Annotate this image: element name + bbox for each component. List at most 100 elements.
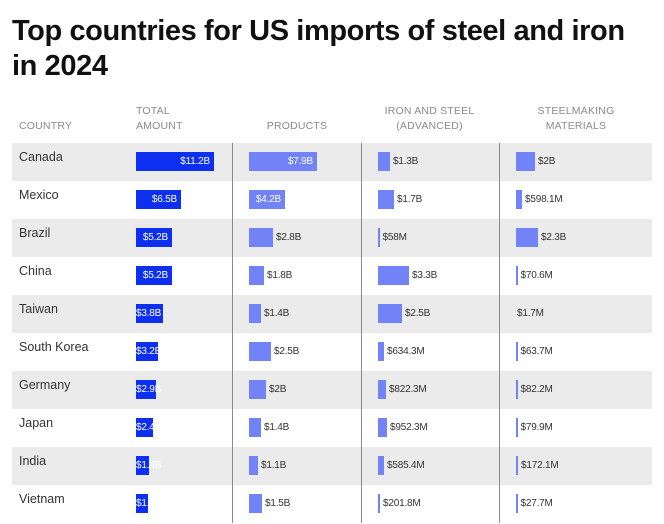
header-total-line2: AMOUNT [136, 120, 183, 132]
advanced-bar [378, 152, 390, 171]
products-bar [249, 494, 262, 513]
country-label: Canada [19, 150, 63, 164]
total-bar [136, 228, 172, 247]
products-value-label: $7.9B [287, 156, 313, 167]
materials-bar [516, 266, 518, 285]
materials-value-label: $172.1M [521, 460, 559, 471]
advanced-bar [378, 304, 402, 323]
products-value-label: $1.1B [261, 460, 287, 471]
materials-value-label: $1.7M [517, 308, 544, 319]
materials-bar [516, 380, 518, 399]
advanced-bar [378, 342, 384, 361]
total-bar [136, 456, 149, 475]
header-steelmaking-materials: STEELMAKING MATERIALS [500, 104, 652, 134]
total-value-label: $11.2B [180, 156, 210, 167]
advanced-value-label: $585.4M [387, 460, 425, 471]
country-label: Germany [19, 378, 71, 392]
products-value-label: $1.4B [264, 308, 290, 319]
country-label: India [19, 454, 47, 468]
header-iron-steel-advanced: IRON AND STEEL (ADVANCED) [361, 104, 498, 134]
table-row: Vietnam $1.7B $1.5B $201.8M $27.7M [12, 485, 652, 523]
table-row: Japan $2.4B $1.4B $952.3M $79.9M [12, 409, 652, 447]
products-value-label: $1.8B [267, 270, 293, 281]
table-row: South Korea $3.2B $2.5B $634.3M $63.7M [12, 333, 652, 371]
advanced-value-label: $1.7B [397, 194, 423, 205]
products-bar [249, 456, 258, 475]
total-value-label: $2.9B [136, 384, 162, 395]
products-value-label: $2.8B [276, 232, 302, 243]
header-products-label: PRODUCTS [266, 120, 328, 132]
header-total-amount: TOTAL AMOUNT [136, 104, 183, 134]
advanced-bar [378, 418, 387, 437]
advanced-bar [378, 380, 386, 399]
table-row: Germany $2.9B $2B $822.3M $82.2M [12, 371, 652, 409]
products-bar [249, 342, 271, 361]
products-value-label: $4.2B [255, 194, 281, 205]
advanced-value-label: $952.3M [390, 422, 428, 433]
materials-value-label: $27.7M [520, 498, 553, 509]
materials-bar [516, 456, 518, 475]
total-bar [136, 418, 153, 437]
advanced-value-label: $822.3M [389, 384, 427, 395]
header-materials-line1: STEELMAKING [537, 105, 615, 117]
column-divider [361, 143, 362, 523]
products-bar [249, 304, 261, 323]
products-bar [249, 190, 285, 209]
advanced-value-label: $1.3B [393, 156, 419, 167]
advanced-value-label: $3.3B [412, 270, 438, 281]
total-value-label: $1.7B [136, 498, 162, 509]
advanced-bar [378, 190, 394, 209]
total-bar [136, 304, 163, 323]
materials-bar [516, 190, 522, 209]
country-label: Vietnam [19, 492, 65, 506]
column-divider [232, 143, 233, 523]
total-bar [136, 266, 172, 285]
table-row: Canada $11.2B $7.9B $1.3B $2B [12, 143, 652, 181]
materials-value-label: $79.9M [520, 422, 553, 433]
table-row: China $5.2B $1.8B $3.3B $70.6M [12, 257, 652, 295]
products-value-label: $1.5B [265, 498, 291, 509]
header-country: COUNTRY [19, 119, 72, 134]
table-row: Taiwan $3.8B $1.4B $2.5B $1.7M [12, 295, 652, 333]
materials-value-label: $2.3B [541, 232, 567, 243]
products-value-label: $2.5B [274, 346, 300, 357]
total-value-label: $5.2B [142, 270, 168, 281]
total-value-label: $5.2B [142, 232, 168, 243]
materials-bar [516, 418, 518, 437]
advanced-bar [378, 228, 380, 247]
total-bar [136, 380, 156, 399]
advanced-bar [378, 456, 384, 475]
header-advanced-line1: IRON AND STEEL [384, 105, 475, 117]
total-value-label: $1.9B [136, 456, 161, 475]
advanced-value-label: $201.8M [383, 498, 421, 509]
advanced-value-label: $634.3M [387, 346, 425, 357]
advanced-bar [378, 494, 380, 513]
total-value-label: $2.4B [136, 422, 162, 433]
products-bar [249, 380, 266, 399]
products-bar [249, 418, 261, 437]
products-value-label: $1.4B [264, 422, 290, 433]
advanced-value-label: $2.5B [405, 308, 431, 319]
products-bar [249, 266, 264, 285]
materials-bar [516, 342, 518, 361]
products-bar [249, 152, 317, 171]
materials-value-label: $70.6M [520, 270, 553, 281]
country-label: Japan [19, 416, 54, 430]
table-row: India $1.9B $1.1B $585.4M $172.1M [12, 447, 652, 485]
total-value-label: $6.5B [151, 194, 177, 205]
total-value-label: $3.8B [136, 308, 162, 319]
table-row: Brazil $5.2B $2.8B $58M $2.3B [12, 219, 652, 257]
column-divider [499, 143, 500, 523]
materials-bar [516, 228, 538, 247]
country-label: Taiwan [19, 302, 58, 316]
materials-value-label: $63.7M [520, 346, 553, 357]
advanced-bar [378, 266, 409, 285]
total-value-label: $3.2B [136, 346, 162, 357]
header-products: PRODUCTS [234, 119, 360, 134]
total-bar [136, 494, 148, 513]
products-bar [249, 228, 273, 247]
materials-bar [516, 152, 535, 171]
materials-bar [516, 494, 518, 513]
table-row: Mexico $6.5B $4.2B $1.7B $598.1M [12, 181, 652, 219]
materials-value-label: $2B [538, 156, 556, 167]
